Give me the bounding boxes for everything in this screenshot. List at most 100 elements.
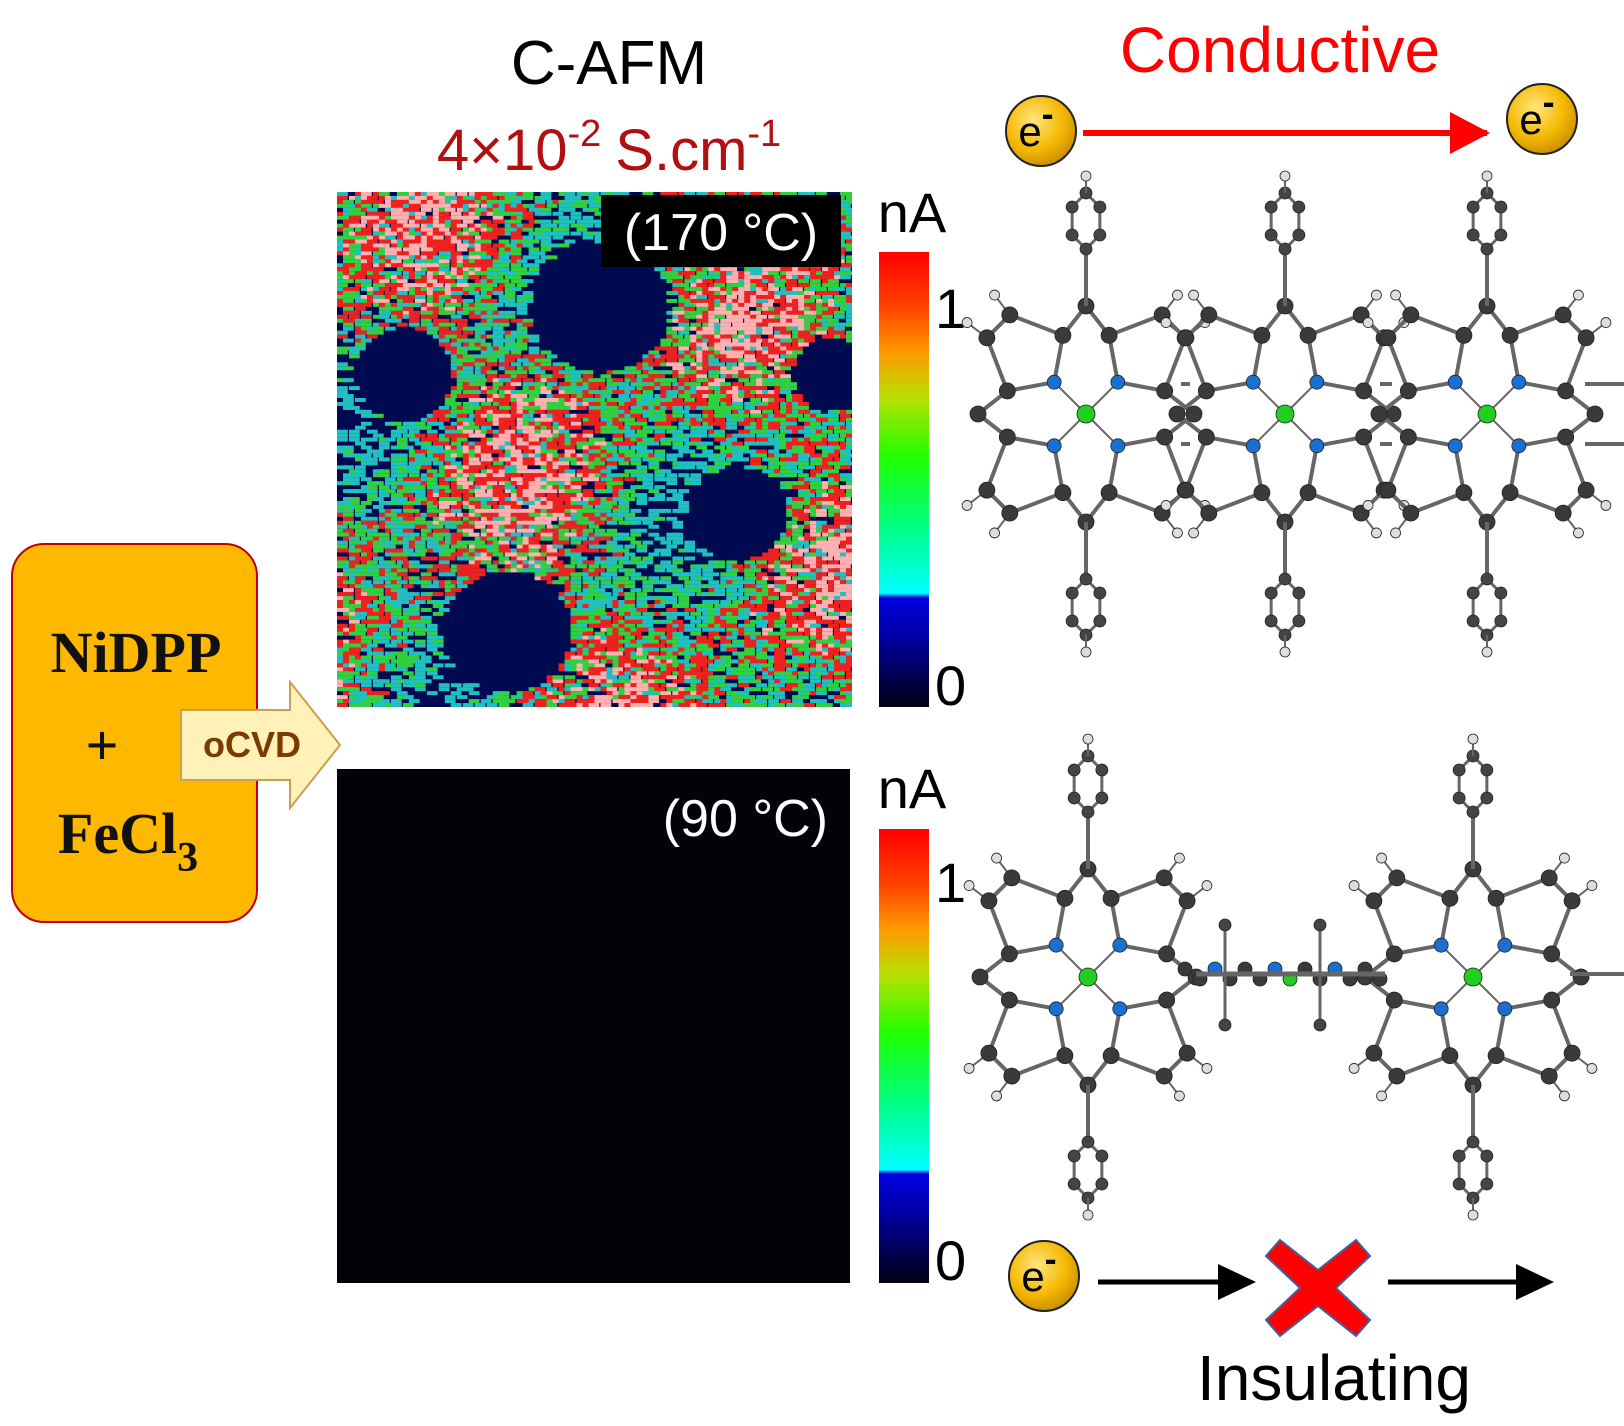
afm-pixel [588, 497, 600, 501]
afm-pixel [636, 445, 648, 450]
afm-pixel [486, 457, 498, 462]
afm-pixel [594, 469, 606, 474]
afm-pixel [798, 489, 809, 494]
afm-pixel [696, 425, 708, 430]
afm-pixel [390, 283, 402, 288]
afm-pixel [408, 568, 420, 573]
afm-pixel [456, 540, 468, 545]
afm-pixel [516, 192, 528, 196]
afm-pixel [408, 283, 420, 288]
afm-pixel [510, 346, 522, 351]
afm-pixel [522, 524, 534, 529]
afm-pixel [408, 295, 420, 299]
afm-pixel [792, 497, 803, 501]
afm-pixel [606, 409, 618, 414]
afm-pixel [558, 548, 570, 553]
afm-pixel [636, 409, 648, 414]
afm-pixel [504, 532, 516, 537]
afm-pixel [576, 203, 588, 208]
afm-pixel [396, 429, 408, 434]
afm-pixel [594, 203, 606, 208]
afm-pixel [846, 437, 852, 442]
afm-pixel [492, 227, 504, 232]
afm-pixel [834, 457, 845, 462]
afm-pixel [780, 425, 791, 430]
afm-pixel [348, 568, 360, 573]
afm-pixel [594, 394, 606, 398]
afm-pixel [498, 211, 510, 216]
afm-pixel [588, 501, 600, 505]
afm-pixel [708, 401, 720, 406]
afm-pixel [384, 199, 396, 204]
afm-pixel [750, 342, 761, 347]
afm-pixel [654, 508, 666, 513]
afm-pixel [528, 401, 540, 406]
afm-pixel [516, 243, 528, 248]
afm-pixel [426, 199, 438, 204]
afm-pixel [522, 516, 534, 521]
afm-pixel [552, 508, 564, 513]
afm-pixel [444, 192, 456, 196]
afm-pixel [564, 445, 576, 450]
afm-pixel [780, 481, 791, 486]
afm-pixel [396, 306, 408, 311]
afm-pixel [708, 453, 720, 458]
afm-pixel [480, 342, 492, 347]
afm-pixel [432, 322, 444, 327]
afm-pixel [528, 453, 540, 458]
afm-pixel [450, 524, 462, 529]
afm-pixel [774, 358, 785, 363]
afm-pixel [792, 409, 803, 414]
afm-pixel [768, 334, 779, 339]
afm-pixel [432, 508, 444, 513]
afm-pixel [504, 295, 516, 299]
afm-pixel [792, 504, 803, 509]
afm-pixel [456, 207, 468, 212]
afm-pixel [450, 235, 462, 240]
afm-pixel [468, 394, 480, 398]
afm-pixel [666, 378, 678, 383]
afm-pixel [480, 259, 492, 264]
afm-pixel [762, 346, 773, 351]
afm-pixel [564, 548, 576, 553]
afm-pixel [438, 544, 450, 549]
afm-pixel [810, 437, 821, 442]
afm-pixel [474, 239, 486, 244]
afm-pixel [792, 501, 803, 505]
afm-pixel [402, 485, 414, 490]
afm-pixel [768, 425, 779, 430]
afm-pixel [480, 318, 492, 323]
afm-pixel [714, 334, 726, 339]
afm-pixel [756, 401, 767, 406]
afm-pixel [342, 516, 354, 521]
afm-pixel [504, 358, 516, 363]
afm-pixel [816, 433, 827, 438]
afm-pixel [396, 501, 408, 505]
afm-pixel [372, 219, 384, 224]
afm-pixel [420, 524, 432, 529]
afm-pixel [468, 362, 480, 367]
afm-pixel [444, 520, 456, 525]
afm-pixel [630, 382, 642, 387]
afm-pixel [486, 394, 498, 398]
afm-pixel [396, 239, 408, 244]
afm-pixel [504, 342, 516, 347]
afm-pixel [510, 540, 522, 545]
afm-pixel [702, 302, 714, 307]
afm-pixel [612, 453, 624, 458]
afm-pixel [510, 255, 522, 260]
afm-pixel [702, 275, 714, 280]
afm-pixel [594, 516, 606, 521]
afm-pixel [672, 283, 684, 288]
afm-pixel [468, 382, 480, 387]
afm-pixel [348, 524, 360, 529]
afm-pixel [474, 481, 486, 486]
afm-pixel [822, 314, 833, 319]
afm-pixel [420, 306, 432, 311]
afm-pixel [786, 386, 797, 391]
afm-pixel [468, 342, 480, 347]
afm-pixel [762, 421, 773, 426]
afm-pixel [540, 413, 552, 418]
afm-pixel [390, 421, 402, 426]
afm-pixel [444, 342, 456, 347]
